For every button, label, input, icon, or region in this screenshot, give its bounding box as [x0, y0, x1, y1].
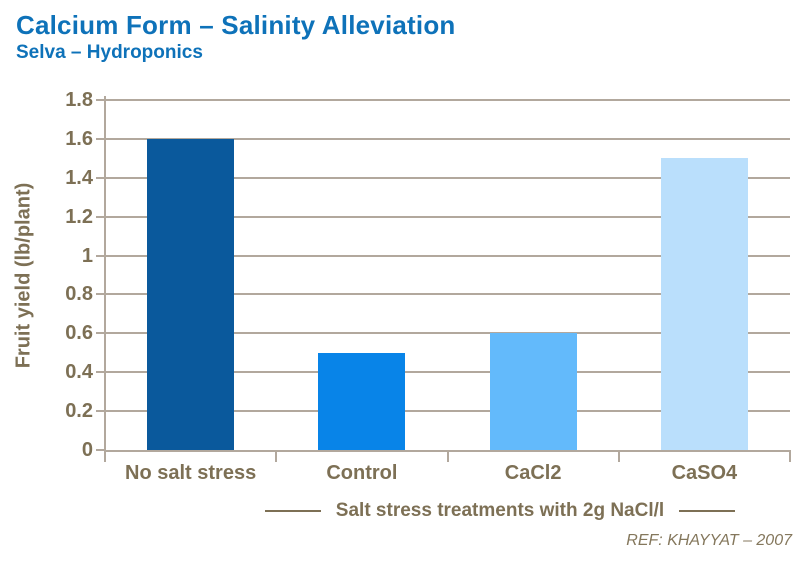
y-axis-tick	[96, 215, 104, 218]
y-axis-tick	[96, 371, 104, 374]
x-axis-caption: Salt stress treatments with 2g NaCl/l	[200, 500, 800, 522]
y-tick-label: 0	[81, 439, 93, 461]
x-axis-tick	[446, 452, 449, 462]
category-label: Control	[326, 462, 398, 484]
category-label: CaSO4	[671, 462, 738, 484]
y-tick-label: 1.4	[65, 166, 93, 189]
bar-caso4	[660, 158, 748, 450]
gridline	[106, 99, 790, 101]
gridline	[106, 254, 790, 257]
chart-subtitle: Selva – Hydroponics	[16, 42, 203, 63]
x-axis-line	[104, 450, 791, 452]
gridline	[106, 176, 790, 179]
gridline	[106, 137, 790, 140]
y-axis-title: Fruit yield (lb/plant)	[12, 182, 35, 369]
y-tick-label: 0.2	[65, 400, 93, 423]
category-label: No salt stress	[125, 462, 257, 484]
y-tick-label: 0.6	[65, 322, 93, 345]
bar-cacl2	[489, 333, 577, 450]
x-axis-tick	[617, 452, 620, 462]
y-axis-tick	[96, 176, 104, 179]
y-axis-tick	[96, 410, 104, 413]
y-axis-tick	[96, 137, 104, 140]
y-axis-tick	[96, 99, 104, 101]
y-tick-label: 1.2	[65, 205, 93, 228]
y-tick-label: 1.8	[65, 89, 93, 111]
y-tick-label: 1.6	[65, 127, 93, 150]
x-axis-caption-text: Salt stress treatments with 2g NaCl/l	[335, 500, 665, 521]
gridline	[106, 371, 790, 374]
y-axis-tick	[96, 254, 104, 257]
gridline	[106, 410, 790, 413]
gridline	[106, 215, 790, 218]
x-axis-tick	[104, 452, 106, 462]
chart-title: Calcium Form – Salinity Alleviation	[16, 10, 456, 40]
y-axis-line	[104, 96, 106, 452]
y-axis-tick	[96, 449, 104, 451]
y-tick-label: 0.4	[65, 361, 93, 384]
x-axis-tick	[789, 452, 791, 462]
category-label: CaCl2	[504, 462, 562, 484]
bar-no-salt-stress	[147, 138, 235, 450]
gridline	[106, 332, 790, 335]
caption-left-rule	[264, 510, 321, 512]
x-axis-tick	[275, 452, 278, 462]
reference-citation: REF: KHAYYAT – 2007	[626, 532, 792, 549]
y-axis-tick	[96, 332, 104, 335]
bar-control	[318, 352, 406, 450]
y-axis-tick	[96, 293, 104, 296]
y-tick-label: 0.8	[65, 283, 93, 306]
caption-right-rule	[679, 510, 736, 512]
gridline	[106, 293, 790, 296]
y-tick-label: 1	[81, 244, 93, 267]
